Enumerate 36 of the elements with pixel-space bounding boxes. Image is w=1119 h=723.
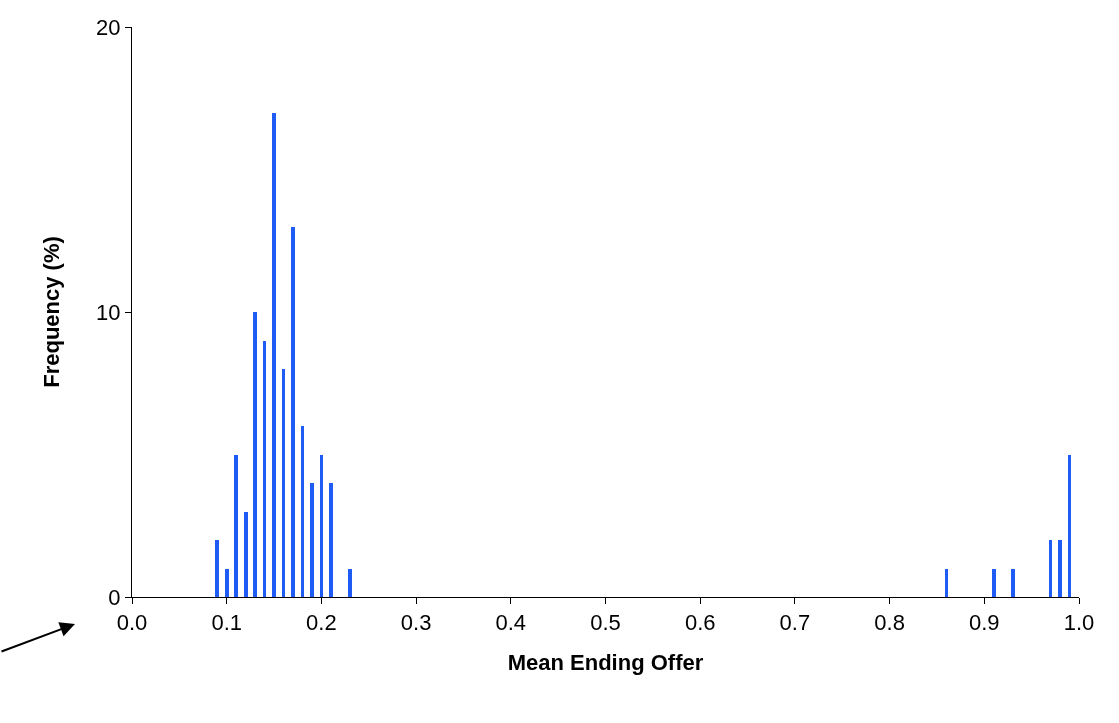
bar — [310, 483, 314, 597]
y-tick-label: 0 — [108, 584, 121, 610]
x-tick-label: 0.1 — [211, 610, 242, 636]
bar — [1049, 540, 1052, 597]
x-tick-label: 0.9 — [969, 610, 1000, 636]
x-tick-label: 0.6 — [684, 610, 716, 636]
bar — [263, 341, 266, 597]
bar — [1068, 455, 1071, 597]
x-tick-label: 0.0 — [116, 610, 148, 636]
bar — [992, 569, 996, 597]
bar — [215, 540, 219, 597]
bar — [301, 426, 304, 597]
bar — [329, 483, 333, 597]
x-tick-label: 0.5 — [590, 610, 621, 636]
x-tick-label: 0.8 — [874, 610, 905, 636]
x-axis-title: Mean Ending Offer — [507, 650, 704, 676]
x-tick-label: 0.7 — [779, 610, 811, 636]
bar — [320, 455, 323, 597]
bar — [244, 512, 248, 597]
y-tick-label: 20 — [96, 14, 121, 40]
bar — [282, 369, 285, 597]
bar — [945, 569, 948, 597]
bar — [253, 312, 257, 597]
bar — [1058, 540, 1062, 597]
x-tick-label: 1.0 — [1063, 610, 1095, 636]
y-tick-label: 10 — [96, 299, 121, 325]
bar — [225, 569, 229, 597]
bar — [234, 455, 238, 597]
bar — [291, 227, 295, 597]
x-tick-label: 0.2 — [306, 610, 337, 636]
bar — [1011, 569, 1015, 597]
bar — [348, 569, 352, 597]
y-axis-title: Frequency (%) — [38, 236, 64, 388]
x-tick-label: 0.4 — [495, 610, 527, 636]
bar — [272, 113, 276, 597]
x-tick-label: 0.3 — [400, 610, 432, 636]
